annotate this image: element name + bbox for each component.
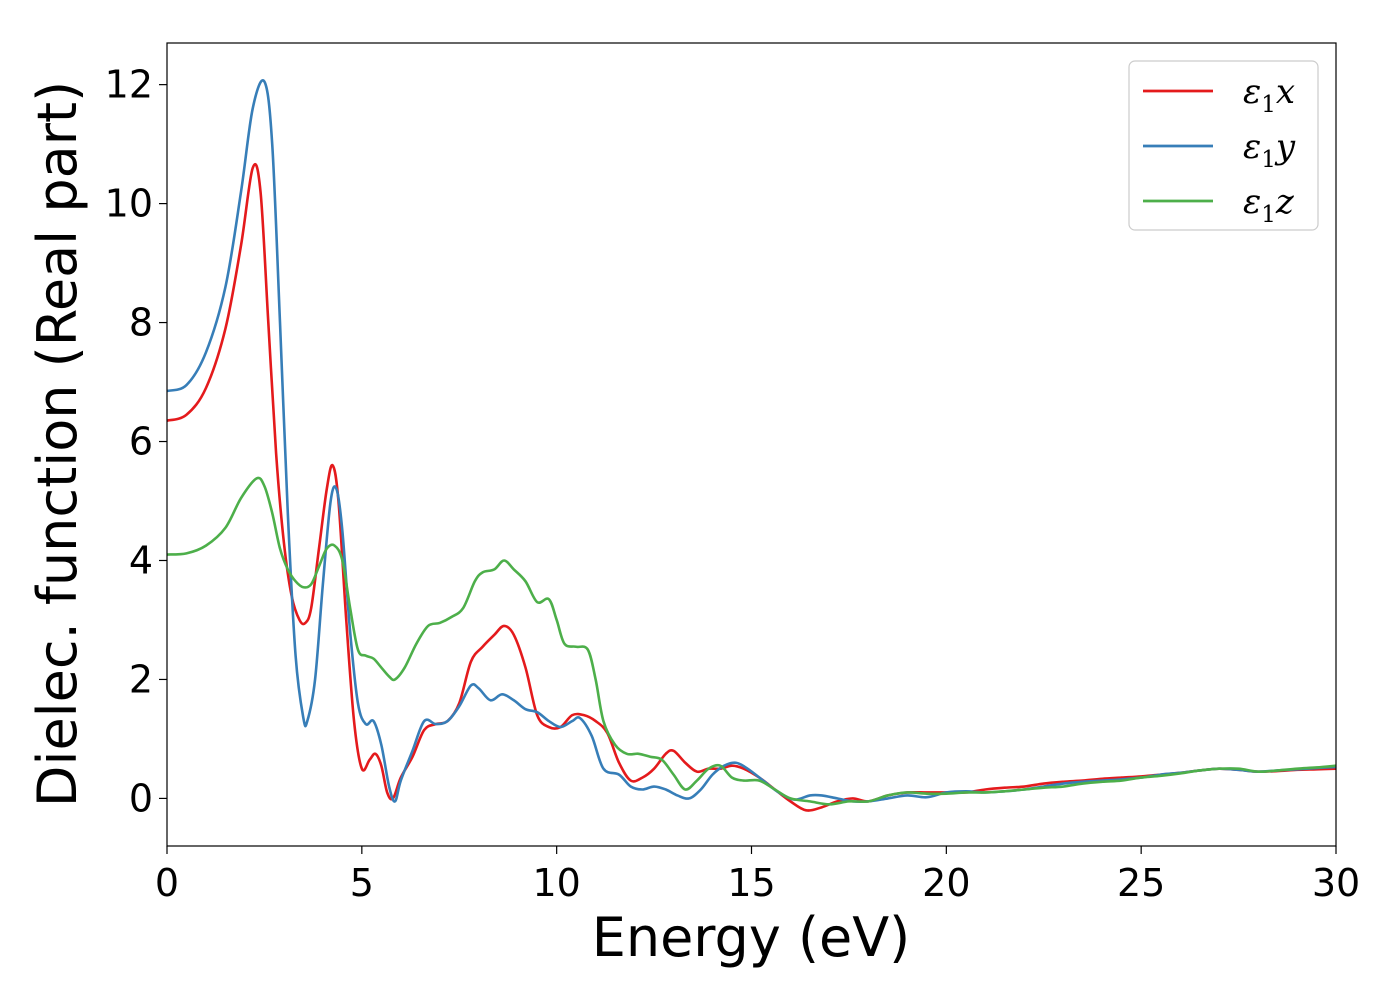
y-tick-label: 6 [129,420,153,464]
y-axis-title: Dielec. function (Real part) [26,81,89,807]
x-tick-label: 10 [532,861,580,905]
y-tick-label: 12 [105,63,153,107]
y-tick-label: 4 [129,538,153,582]
y-axis: 0 2 4 6 8 10 12 [105,63,167,820]
x-tick-label: 5 [350,861,374,905]
legend-box [1128,60,1319,231]
y-tick-label: 10 [105,182,153,226]
y-tick-label: 2 [129,657,153,701]
legend-label-x: ε1x [1243,72,1295,118]
legend: ε1x ε1y ε1z [1128,60,1319,231]
y-tick-label: 8 [129,301,153,345]
x-axis-title: Energy (eV) [592,906,911,969]
series-layer [167,79,1336,812]
series-line-x [167,162,1336,812]
x-tick-label: 0 [155,861,179,905]
y-tick-label: 0 [129,776,153,820]
legend-label-y: ε1y [1243,127,1296,173]
x-tick-label: 20 [922,861,970,905]
legend-label-z: ε1z [1243,182,1295,228]
x-tick-label: 25 [1117,861,1165,905]
series-line-z [167,476,1336,806]
x-tick-label: 30 [1312,861,1360,905]
x-axis: 0 5 10 15 20 25 30 [155,846,1360,905]
x-tick-label: 15 [727,861,775,905]
